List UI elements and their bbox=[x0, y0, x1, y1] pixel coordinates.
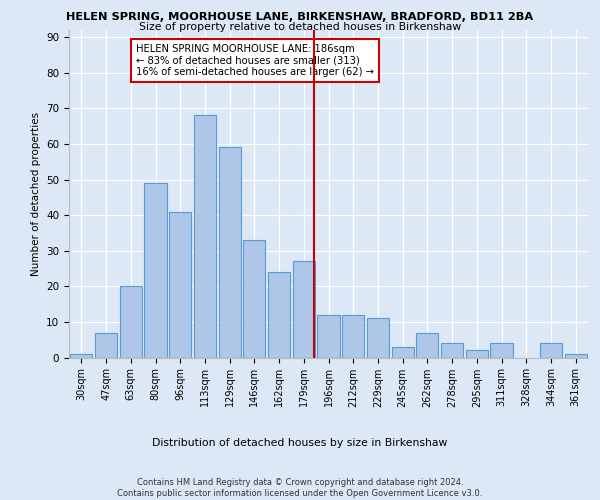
Text: HELEN SPRING MOORHOUSE LANE: 186sqm
← 83% of detached houses are smaller (313)
1: HELEN SPRING MOORHOUSE LANE: 186sqm ← 83… bbox=[136, 44, 374, 78]
Bar bbox=[70, 354, 92, 358]
Bar bbox=[441, 344, 463, 357]
Bar bbox=[317, 315, 340, 358]
Bar bbox=[490, 344, 512, 357]
Bar bbox=[119, 286, 142, 358]
Bar bbox=[466, 350, 488, 358]
Y-axis label: Number of detached properties: Number of detached properties bbox=[31, 112, 41, 276]
Bar bbox=[342, 315, 364, 358]
Bar bbox=[367, 318, 389, 358]
Bar bbox=[218, 148, 241, 358]
Bar bbox=[416, 332, 439, 357]
Text: Distribution of detached houses by size in Birkenshaw: Distribution of detached houses by size … bbox=[152, 438, 448, 448]
Text: Size of property relative to detached houses in Birkenshaw: Size of property relative to detached ho… bbox=[139, 22, 461, 32]
Text: HELEN SPRING, MOORHOUSE LANE, BIRKENSHAW, BRADFORD, BD11 2BA: HELEN SPRING, MOORHOUSE LANE, BIRKENSHAW… bbox=[67, 12, 533, 22]
Bar bbox=[95, 332, 117, 357]
Bar bbox=[565, 354, 587, 358]
Bar bbox=[392, 347, 414, 358]
Bar bbox=[194, 116, 216, 358]
Bar bbox=[243, 240, 265, 358]
Bar bbox=[540, 344, 562, 357]
Bar bbox=[169, 212, 191, 358]
Bar bbox=[268, 272, 290, 358]
Bar bbox=[145, 183, 167, 358]
Bar bbox=[293, 262, 315, 358]
Text: Contains HM Land Registry data © Crown copyright and database right 2024.
Contai: Contains HM Land Registry data © Crown c… bbox=[118, 478, 482, 498]
